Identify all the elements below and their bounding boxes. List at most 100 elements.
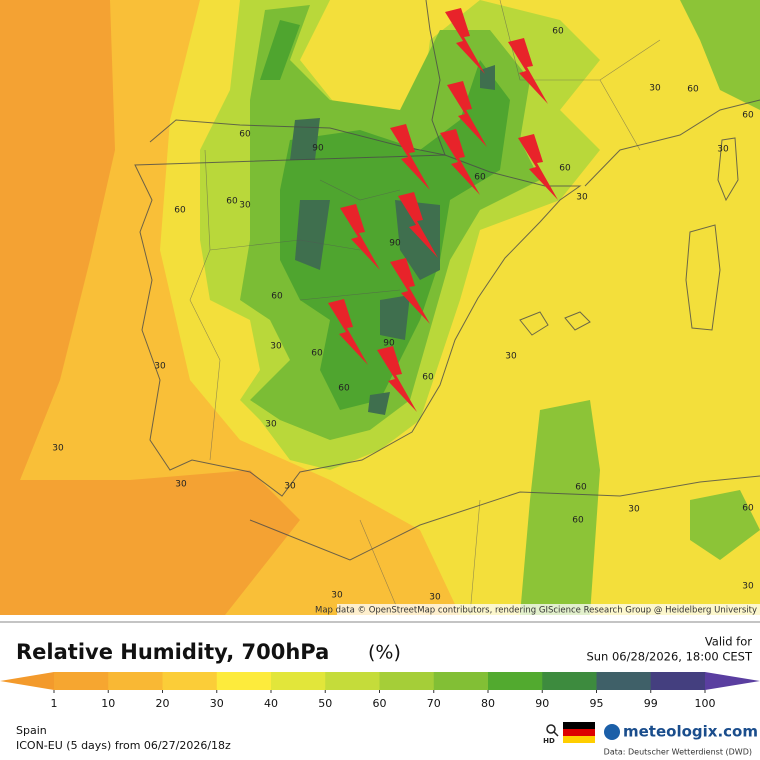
contour-label: 60: [271, 292, 283, 302]
colorbar-label: 80: [481, 697, 495, 710]
humidity-zone: [260, 20, 510, 410]
contour-label: 30: [52, 444, 64, 454]
lightning: [390, 124, 430, 190]
colorbar-segment: [108, 672, 163, 690]
region: Spain: [16, 724, 47, 737]
lightning: [328, 299, 368, 365]
colorbar-label: 70: [427, 697, 441, 710]
colorbar-segment: [488, 672, 543, 690]
attribution-bg: [337, 604, 760, 615]
lightning: [440, 129, 480, 195]
colorbar-arrow: [705, 672, 760, 690]
humidity-zone: [520, 0, 760, 615]
island: [519, 137, 739, 336]
attribution: Map data © OpenStreetMap contributors, r…: [315, 606, 757, 616]
contour-label: 90: [389, 239, 401, 249]
contour-label: 30: [331, 591, 343, 601]
contour-label: 60: [742, 111, 754, 121]
brand[interactable]: meteologix.com: [623, 723, 758, 741]
coastline: [149, 0, 446, 156]
colorbar-label: 95: [590, 697, 604, 710]
contour-label: 90: [383, 339, 395, 349]
colorbar-segment: [650, 672, 706, 690]
contour-label: 60: [226, 197, 238, 207]
contour-label: 60: [239, 130, 251, 140]
contour-label: 60: [422, 373, 434, 383]
colorbar-label: 30: [210, 697, 224, 710]
contour-label: 30: [649, 84, 661, 94]
colorbar-label: 100: [695, 697, 716, 710]
colorbar-label: 99: [644, 697, 658, 710]
colorbar-segment: [542, 672, 597, 690]
colorbar-label: 10: [101, 697, 115, 710]
contour-label: 30: [154, 362, 166, 372]
hd-label[interactable]: HD: [543, 737, 555, 745]
contour-label: 30: [717, 145, 729, 155]
lightning: [445, 8, 485, 74]
colorbar-segment: [325, 672, 380, 690]
contour-label: 60: [687, 85, 699, 95]
colorbar: 1 10 20 30 40 50 60 70 80 90 95 99 100: [0, 672, 760, 710]
flag-stripe: [563, 736, 595, 743]
lightning: [447, 81, 487, 147]
contour-label: 30: [270, 342, 282, 352]
contour-label: 30: [576, 193, 588, 203]
legend-title: Relative Humidity, 700hPa: [16, 640, 329, 664]
contour-label: 30: [284, 482, 296, 492]
colorbar-arrow: [0, 672, 54, 690]
colorbar-segment: [271, 672, 326, 690]
colorbar-segment: [379, 672, 435, 690]
lightning: [390, 258, 430, 324]
contour-label: 30: [239, 201, 251, 211]
contour-label: 30: [505, 352, 517, 362]
flag-stripe: [563, 722, 595, 729]
lightning: [518, 134, 558, 200]
contour-label: 60: [552, 27, 564, 37]
contour-label: 60: [174, 206, 186, 216]
lightning: [377, 346, 417, 412]
contour-label: 60: [559, 164, 571, 174]
coastline: [249, 475, 760, 561]
flag-stripe: [563, 729, 595, 736]
model-run: ICON-EU (5 days) from 06/27/2026/18z: [16, 739, 231, 752]
contour-label: 60: [338, 384, 350, 394]
contour-label: 30: [628, 505, 640, 515]
contour-label: 60: [474, 173, 486, 183]
contour-label: 30: [742, 582, 754, 592]
contour-label: 30: [265, 420, 277, 430]
contour-label: 60: [311, 349, 323, 359]
lightning-group: [328, 8, 558, 412]
zoom-icon-handle: [553, 731, 559, 737]
colorbar-label: 40: [264, 697, 278, 710]
valid-time: Sun 06/28/2026, 18:00 CEST: [586, 650, 753, 664]
colorbar-segment: [54, 672, 109, 690]
contour-label: 30: [429, 593, 441, 603]
legend-unit: (%): [368, 642, 401, 664]
contour-label: 60: [572, 516, 584, 526]
lightning: [340, 204, 380, 270]
colorbar-segment: [216, 672, 272, 690]
contour-label: 30: [175, 480, 187, 490]
colorbar-segment: [433, 672, 489, 690]
colorbar-segment: [162, 672, 218, 690]
contour-label: 60: [575, 483, 587, 493]
colorbar-segment: [596, 672, 652, 690]
zoom-icon[interactable]: [546, 724, 556, 734]
colorbar-label: 20: [156, 697, 170, 710]
brand-logo: [604, 724, 620, 740]
contour-label: 90: [312, 144, 324, 154]
lightning: [508, 38, 548, 104]
coastline: [584, 99, 760, 187]
colorbar-label: 1: [51, 697, 58, 710]
valid-label: Valid for: [705, 635, 752, 649]
data-source: Data: Deutscher Wetterdienst (DWD): [604, 748, 752, 757]
colorbar-label: 50: [318, 697, 332, 710]
colorbar-label: 60: [373, 697, 387, 710]
lightning: [398, 192, 438, 258]
border: [189, 0, 661, 616]
coastline: [134, 154, 582, 497]
